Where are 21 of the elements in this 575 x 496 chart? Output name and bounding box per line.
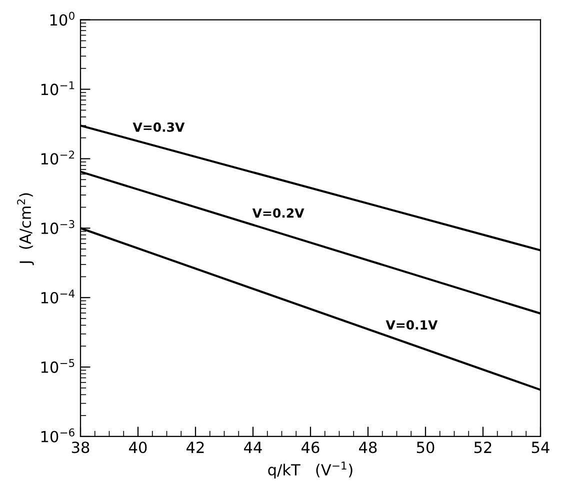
y-axis-title: J (A/cm$^{2}$) [17, 193, 34, 266]
x-tick-label: 54 [532, 442, 550, 454]
x-tick-label: 50 [416, 442, 434, 454]
x-tick-label: 44 [244, 442, 262, 453]
x-tick-label: 46 [302, 442, 320, 454]
series-label: V=0.3V [132, 122, 185, 132]
y-tick-label: 10$^{−6}$ [41, 428, 74, 442]
series-label: V=0.2V [252, 208, 304, 218]
series-label: V=0.1V [386, 320, 438, 330]
x-axis-title: q/kT (V$^{−1}$) [268, 462, 352, 479]
y-tick-label: 10$^{−5}$ [41, 359, 74, 373]
x-tick-label: 52 [474, 442, 492, 454]
x-tick-label: 48 [359, 442, 377, 454]
y-tick-label: 10$^{0}$ [50, 12, 74, 26]
y-tick-label: 10$^{−2}$ [41, 150, 74, 165]
y-tick-label: 10$^{−4}$ [41, 290, 74, 304]
x-tick-label: 42 [186, 442, 204, 453]
x-tick-label: 40 [129, 442, 147, 454]
y-tick-label: 10$^{−3}$ [41, 220, 74, 234]
y-tick-label: 10$^{−1}$ [41, 81, 74, 96]
x-tick-label: 38 [72, 442, 90, 454]
